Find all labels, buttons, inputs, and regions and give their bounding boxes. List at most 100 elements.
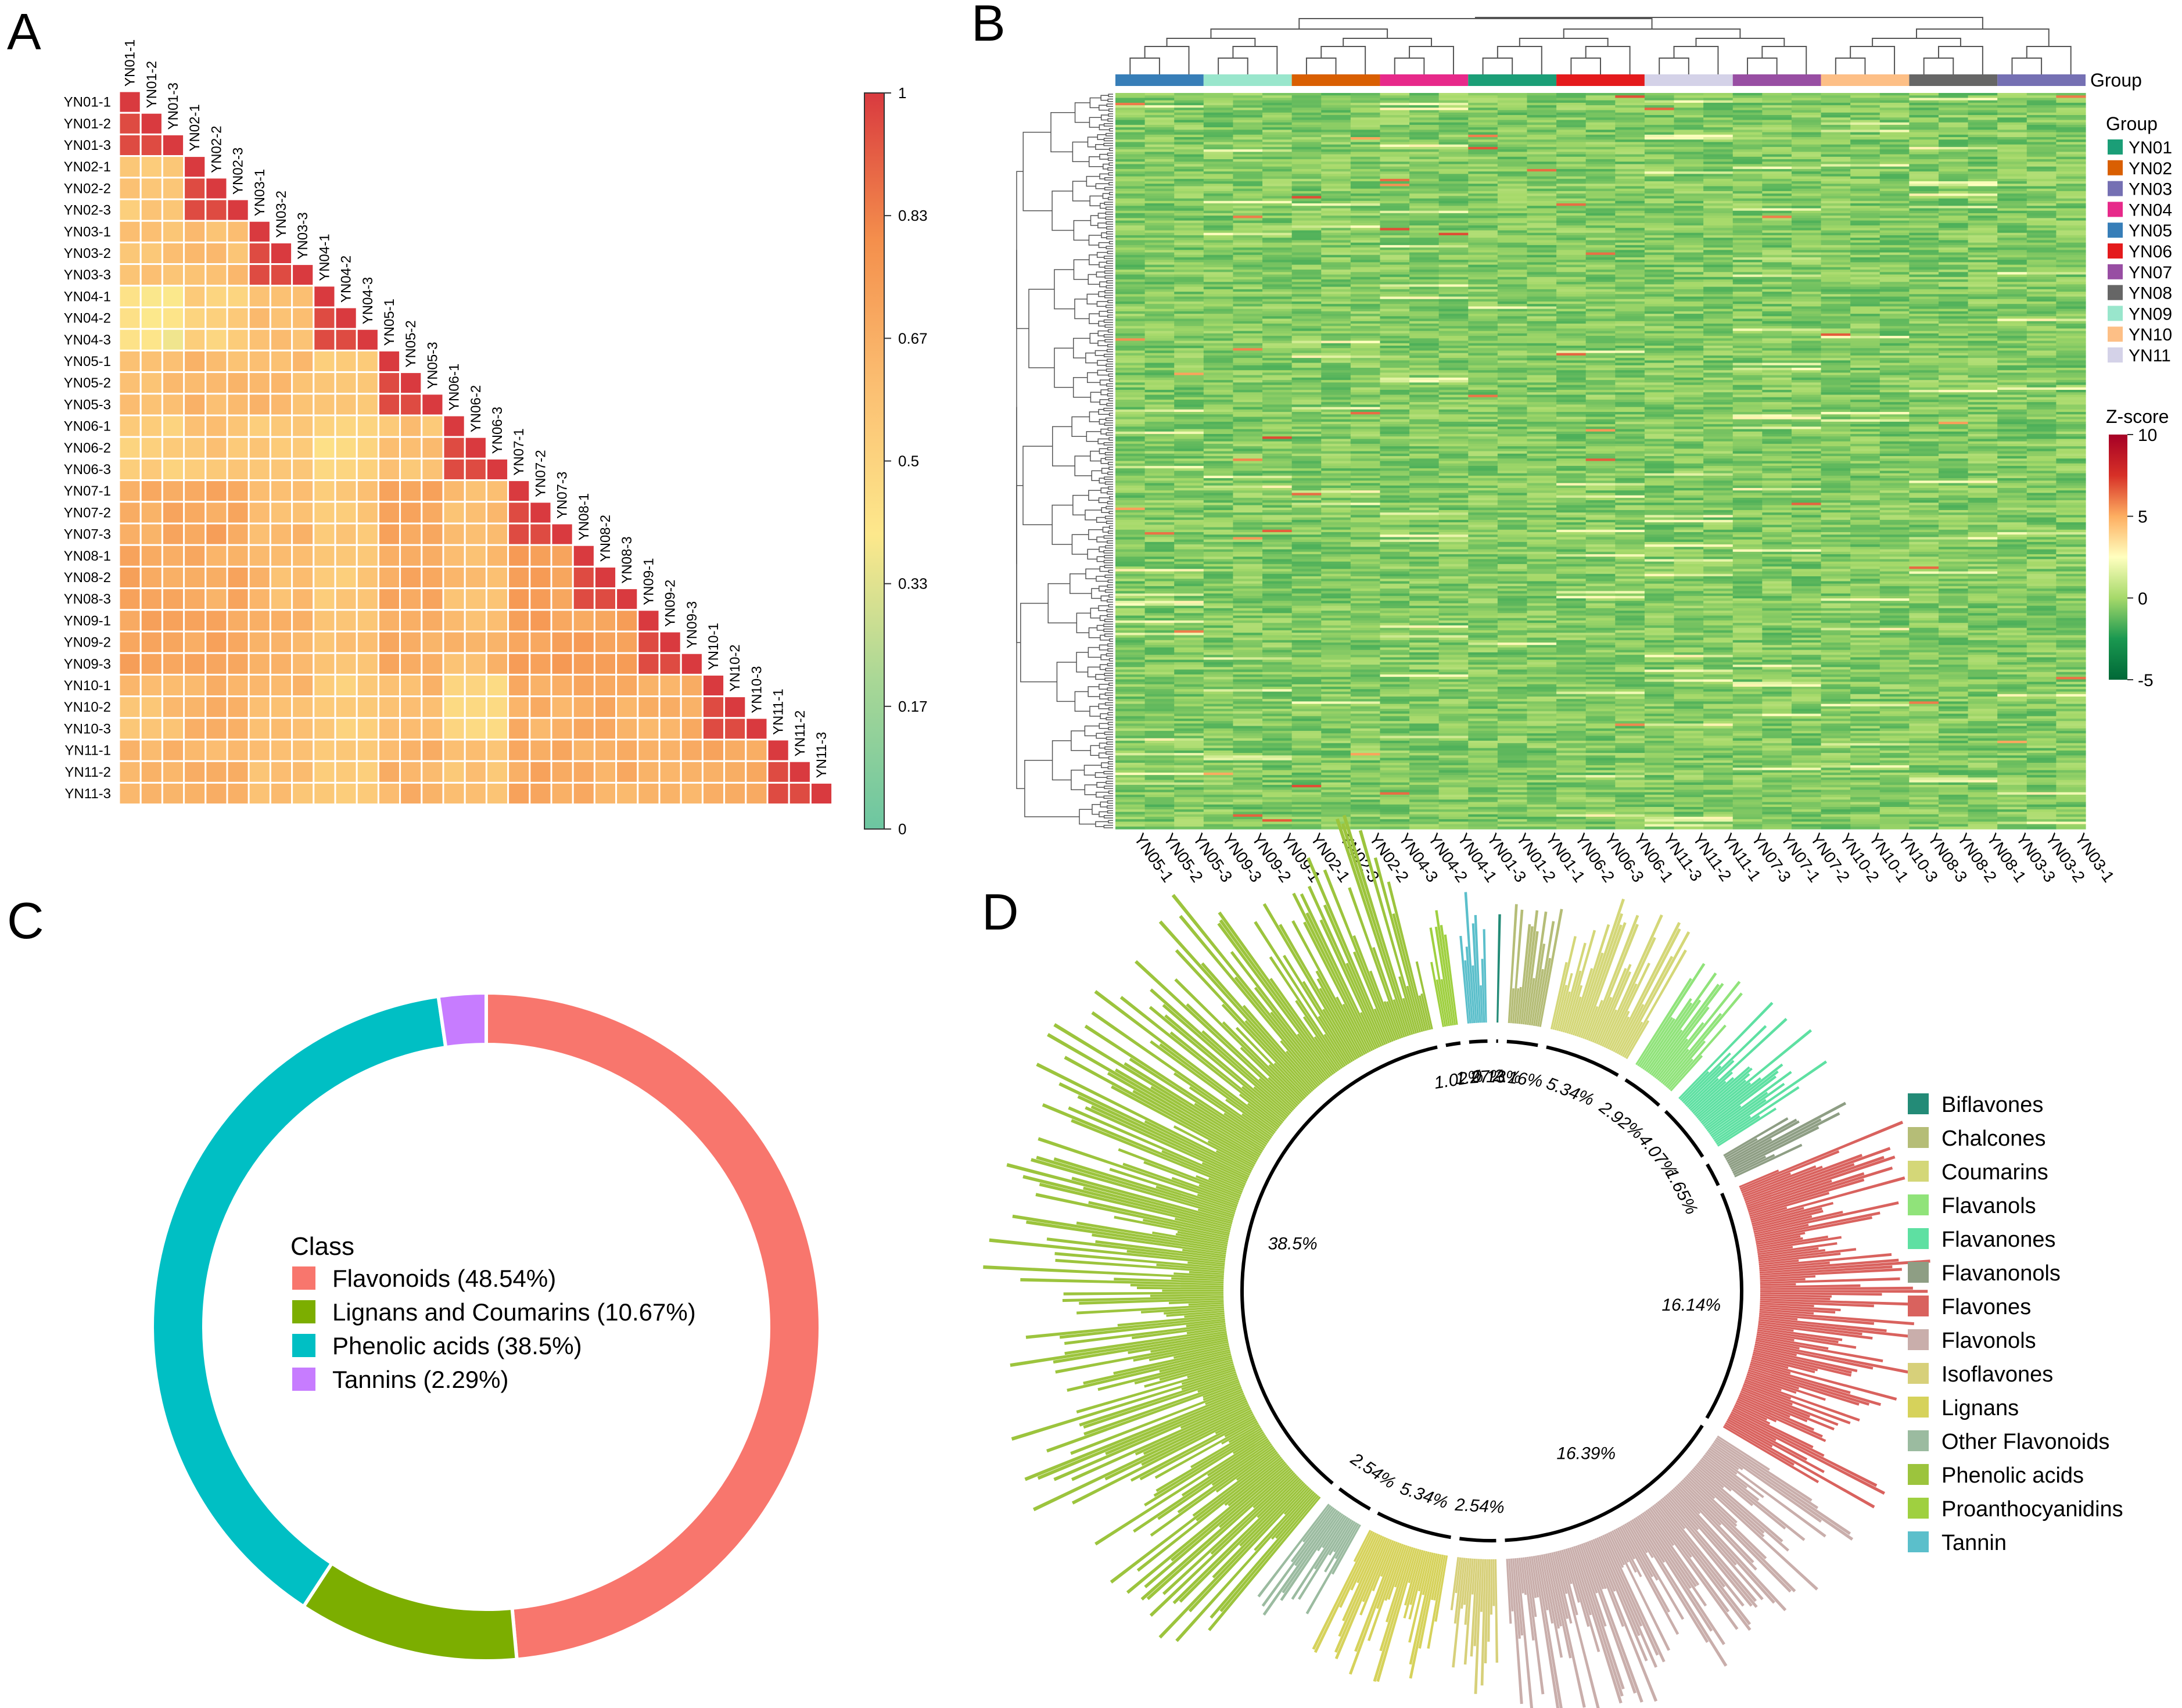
correlation-cell (507, 609, 531, 633)
heatmap-cell (1438, 171, 1469, 174)
heatmap-cell (1644, 323, 1675, 326)
heatmap-cell (1821, 142, 1851, 145)
row-label: YN01-1 (64, 95, 111, 110)
heatmap-cell (1468, 102, 1498, 106)
heatmap-cell (1321, 132, 1351, 135)
heatmap-cell (1468, 272, 1498, 275)
heatmap-cell (1938, 112, 1969, 116)
heatmap-cell (1291, 184, 1322, 187)
heatmap-cell (1144, 100, 1175, 103)
heatmap-cell (1703, 144, 1734, 148)
heatmap-cell (1468, 186, 1498, 189)
heatmap-cell (1644, 115, 1675, 118)
heatmap-cell (1115, 412, 1146, 415)
heatmap-cell (1850, 200, 1880, 204)
row-label: YN08-1 (64, 548, 111, 564)
heatmap-cell (1938, 279, 1969, 282)
heatmap-cell (1644, 385, 1675, 388)
heatmap-cell (1291, 372, 1322, 376)
heatmap-cell (1703, 154, 1734, 157)
heatmap-cell (1468, 250, 1498, 253)
heatmap-cell (1115, 274, 1146, 278)
heatmap-cell (1909, 326, 1939, 329)
correlation-cell (313, 479, 336, 503)
heatmap-cell (1791, 409, 1822, 412)
heatmap-cell (1968, 181, 1998, 184)
heatmap-cell (1968, 331, 1998, 334)
heatmap-cell (1997, 407, 2027, 410)
heatmap-cell (2056, 260, 2086, 263)
heatmap-cell (1879, 132, 1910, 135)
heatmap-cell (2056, 142, 2086, 145)
heatmap-cell (1938, 282, 1969, 285)
heatmap-cell (1821, 380, 1851, 383)
heatmap-cell (1821, 171, 1851, 174)
heatmap-cell (1409, 166, 1440, 170)
correlation-cell (615, 673, 639, 698)
correlation-cell (313, 371, 336, 395)
correlation-cell (464, 479, 487, 503)
heatmap-cell (1144, 331, 1175, 334)
heatmap-cell (1527, 130, 1557, 133)
heatmap-cell (1380, 355, 1410, 358)
heatmap-cell (1821, 370, 1851, 374)
heatmap-cell (1350, 152, 1381, 155)
correlation-cell (377, 414, 401, 438)
correlation-cell (334, 738, 358, 762)
heatmap-cell (1380, 124, 1410, 128)
heatmap-cell (1409, 223, 1440, 226)
heatmap-cell (1321, 184, 1351, 187)
correlation-cell (204, 285, 228, 308)
heatmap-cell (2026, 156, 2057, 160)
heatmap-cell (1821, 308, 1851, 312)
heatmap-cell (1233, 377, 1263, 381)
correlation-cell (204, 371, 228, 395)
heatmap-cell (1438, 328, 1469, 332)
heatmap-cell (1350, 358, 1381, 361)
heatmap-cell (1262, 232, 1293, 236)
correlation-cell (529, 565, 552, 590)
heatmap-cell (1762, 176, 1792, 180)
heatmap-cell (1585, 139, 1616, 143)
heatmap-cell (1879, 240, 1910, 243)
heatmap-cell (1409, 394, 1440, 398)
heatmap-cell (1938, 284, 1969, 288)
heatmap-cell (1615, 132, 1645, 135)
heatmap-cell (1556, 274, 1587, 278)
heatmap-cell (1497, 412, 1528, 415)
correlation-cell (377, 522, 401, 546)
heatmap-cell (1350, 218, 1381, 221)
heatmap-cell (1938, 412, 1969, 415)
correlation-cell (118, 393, 142, 417)
heatmap-cell (1732, 117, 1763, 121)
heatmap-cell (1144, 112, 1175, 116)
heatmap-cell (1938, 252, 1969, 256)
heatmap-cell (1527, 115, 1557, 118)
correlation-cell (247, 285, 271, 308)
heatmap-cell (1997, 333, 2027, 336)
heatmap-cell (1321, 375, 1351, 378)
row-label: YN10-3 (64, 721, 111, 737)
heatmap-cell (1732, 331, 1763, 334)
heatmap-cell (2026, 100, 2057, 103)
heatmap-cell (2056, 375, 2086, 378)
heatmap-cell (1350, 368, 1381, 371)
heatmap-cell (1262, 196, 1293, 199)
heatmap-cell (1585, 404, 1616, 408)
heatmap-cell (1203, 363, 1234, 366)
heatmap-cell (1644, 174, 1675, 177)
heatmap-cell (1497, 257, 1528, 260)
heatmap-cell (1997, 154, 2027, 157)
heatmap-cell (1644, 346, 1675, 349)
heatmap-cell (1644, 343, 1675, 346)
heatmap-cell (1321, 264, 1351, 268)
heatmap-cell (1791, 137, 1822, 140)
correlation-cell (161, 371, 185, 395)
heatmap-cell (1468, 296, 1498, 300)
heatmap-cell (1380, 144, 1410, 148)
correlation-cell (442, 479, 466, 503)
heatmap-cell (1409, 321, 1440, 324)
heatmap-cell (1703, 294, 1734, 297)
heatmap-cell (1556, 137, 1587, 140)
heatmap-cell (1380, 137, 1410, 140)
